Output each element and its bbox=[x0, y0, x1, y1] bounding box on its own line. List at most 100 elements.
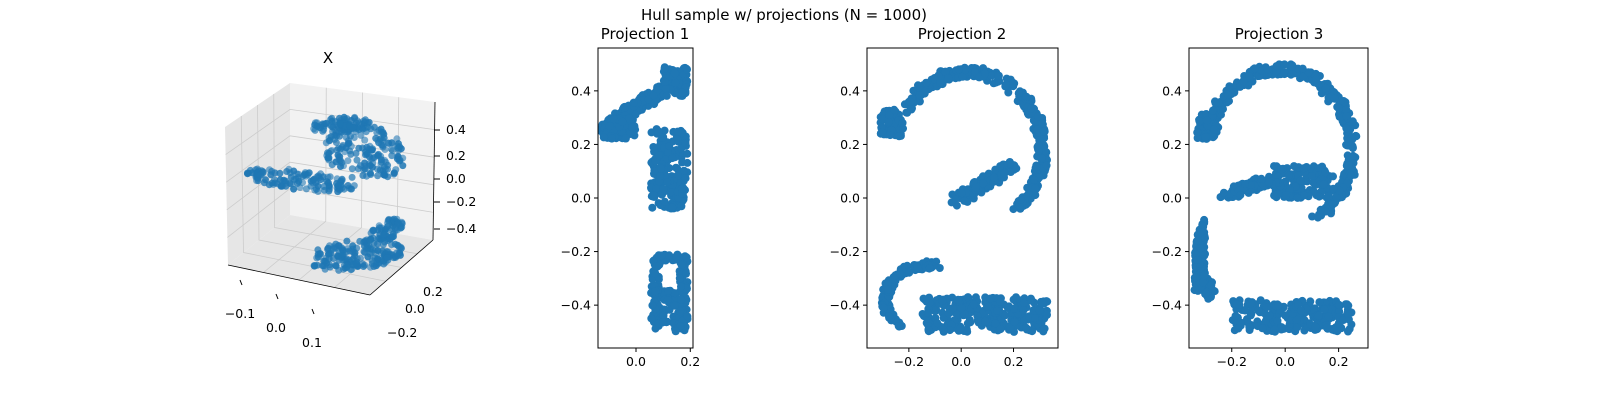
data-point bbox=[380, 231, 388, 238]
data-point bbox=[351, 252, 359, 260]
data-point bbox=[355, 119, 363, 127]
data-point bbox=[677, 260, 686, 269]
data-point bbox=[1296, 176, 1305, 185]
data-point bbox=[1332, 193, 1341, 202]
data-point bbox=[969, 300, 978, 309]
x-tick-label: 0.1 bbox=[302, 335, 322, 350]
y-tick-label: 0.2 bbox=[1162, 137, 1182, 152]
z-tick-label: 0.4 bbox=[446, 122, 466, 137]
data-point bbox=[668, 203, 677, 212]
data-point bbox=[605, 122, 614, 131]
plot-3d: X −0.1 0.0 0.1 −0.2 0.0 0.2 −0.4 −0.2 0.0 0.2 0.4 bbox=[225, 49, 477, 350]
data-point bbox=[326, 173, 334, 181]
data-point bbox=[1193, 255, 1202, 264]
y-tick-label: −0.4 bbox=[830, 298, 860, 313]
data-point bbox=[670, 289, 679, 298]
data-point bbox=[357, 162, 364, 170]
data-point bbox=[660, 197, 669, 206]
data-point bbox=[1277, 165, 1285, 174]
data-point bbox=[299, 179, 306, 187]
data-point bbox=[683, 158, 692, 167]
data-point bbox=[1236, 191, 1245, 199]
data-point bbox=[1280, 60, 1289, 69]
data-point bbox=[951, 195, 960, 204]
data-point bbox=[1202, 116, 1211, 125]
data-point bbox=[361, 261, 368, 269]
data-point bbox=[675, 274, 684, 283]
data-point bbox=[657, 164, 666, 173]
data-point bbox=[1197, 228, 1206, 237]
data-point bbox=[1257, 174, 1266, 183]
y-tick-label: 0.4 bbox=[840, 83, 860, 98]
data-point bbox=[325, 255, 333, 263]
data-point bbox=[1314, 311, 1323, 320]
z-tick-label: 0.2 bbox=[446, 148, 466, 163]
data-point bbox=[1324, 93, 1333, 102]
data-point bbox=[1329, 172, 1337, 181]
data-point bbox=[367, 125, 375, 133]
data-point bbox=[337, 145, 344, 153]
data-point bbox=[668, 154, 677, 163]
data-point bbox=[1193, 128, 1202, 137]
data-point bbox=[1342, 300, 1351, 309]
data-point bbox=[374, 247, 382, 254]
data-point bbox=[979, 179, 988, 188]
data-point bbox=[1280, 68, 1289, 76]
data-point bbox=[941, 67, 950, 76]
data-point bbox=[1294, 300, 1303, 309]
data-point bbox=[348, 165, 356, 173]
data-point bbox=[1273, 316, 1282, 325]
data-point bbox=[673, 171, 682, 180]
data-point bbox=[654, 151, 663, 160]
data-point bbox=[310, 175, 318, 183]
data-point bbox=[962, 325, 971, 334]
data-point bbox=[925, 264, 934, 273]
data-point bbox=[1258, 324, 1267, 333]
data-point bbox=[664, 287, 673, 295]
data-point bbox=[347, 185, 355, 193]
data-point bbox=[1037, 154, 1046, 162]
data-point bbox=[664, 148, 672, 157]
data-point bbox=[981, 317, 990, 326]
data-point bbox=[363, 143, 371, 151]
data-point bbox=[677, 282, 685, 291]
data-point bbox=[990, 325, 999, 334]
data-point bbox=[1010, 304, 1018, 313]
data-point bbox=[1211, 98, 1220, 107]
data-point bbox=[649, 143, 658, 151]
plot-projection-3: Projection 3 −0.2 0.0 0.2 0.4 0.2 0.0 −0.2 −0.4 bbox=[1152, 25, 1369, 369]
data-point bbox=[672, 252, 680, 261]
data-point bbox=[673, 164, 682, 173]
data-point bbox=[648, 301, 657, 310]
data-point bbox=[311, 119, 319, 127]
data-point bbox=[1281, 311, 1290, 320]
data-point bbox=[659, 311, 668, 320]
p3-points bbox=[1190, 60, 1361, 336]
data-point bbox=[1247, 181, 1255, 189]
data-point bbox=[1334, 300, 1343, 309]
data-point bbox=[363, 172, 371, 180]
data-point bbox=[1325, 192, 1333, 201]
data-point bbox=[1193, 236, 1202, 245]
y-tick-label: −0.4 bbox=[1152, 298, 1182, 313]
data-point bbox=[884, 118, 893, 127]
data-point bbox=[1307, 172, 1316, 180]
data-point bbox=[1043, 310, 1051, 319]
data-point bbox=[1039, 127, 1048, 136]
data-point bbox=[268, 179, 276, 187]
data-point bbox=[399, 162, 407, 170]
x-axis-line bbox=[227, 264, 371, 296]
x-tick-label: 0.2 bbox=[680, 354, 700, 369]
y-tick-label: −0.2 bbox=[1152, 244, 1182, 259]
data-point bbox=[1038, 299, 1047, 308]
data-point bbox=[896, 269, 904, 278]
data-point bbox=[343, 237, 351, 245]
data-point bbox=[1344, 327, 1352, 336]
data-point bbox=[651, 269, 660, 278]
data-point bbox=[1009, 205, 1018, 214]
data-point bbox=[257, 171, 264, 179]
data-point bbox=[1022, 92, 1031, 101]
data-point bbox=[374, 165, 382, 173]
data-point bbox=[393, 249, 401, 257]
